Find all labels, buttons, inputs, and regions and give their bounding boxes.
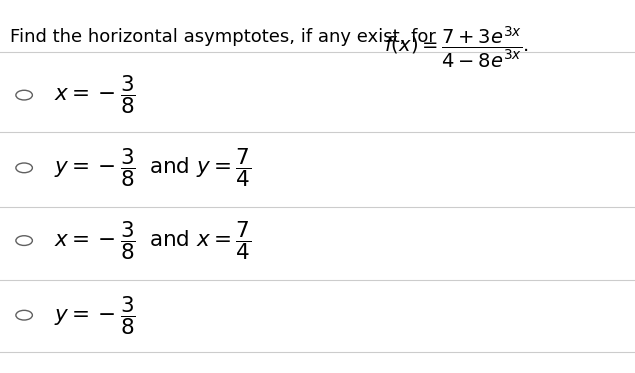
Text: $y = -\dfrac{3}{8}\;$ and $y = \dfrac{7}{4}$: $y = -\dfrac{3}{8}\;$ and $y = \dfrac{7}… xyxy=(54,147,251,189)
Text: $x = -\dfrac{3}{8}\;$ and $x = \dfrac{7}{4}$: $x = -\dfrac{3}{8}\;$ and $x = \dfrac{7}… xyxy=(54,219,251,262)
Text: $y = -\dfrac{3}{8}$: $y = -\dfrac{3}{8}$ xyxy=(54,294,136,336)
Text: $x = -\dfrac{3}{8}$: $x = -\dfrac{3}{8}$ xyxy=(54,74,136,116)
Text: Find the horizontal asymptotes, if any exist, for: Find the horizontal asymptotes, if any e… xyxy=(10,28,441,46)
Text: $f(x) = \dfrac{7 + 3e^{3x}}{4 - 8e^{3x}}.$: $f(x) = \dfrac{7 + 3e^{3x}}{4 - 8e^{3x}}… xyxy=(384,24,529,70)
